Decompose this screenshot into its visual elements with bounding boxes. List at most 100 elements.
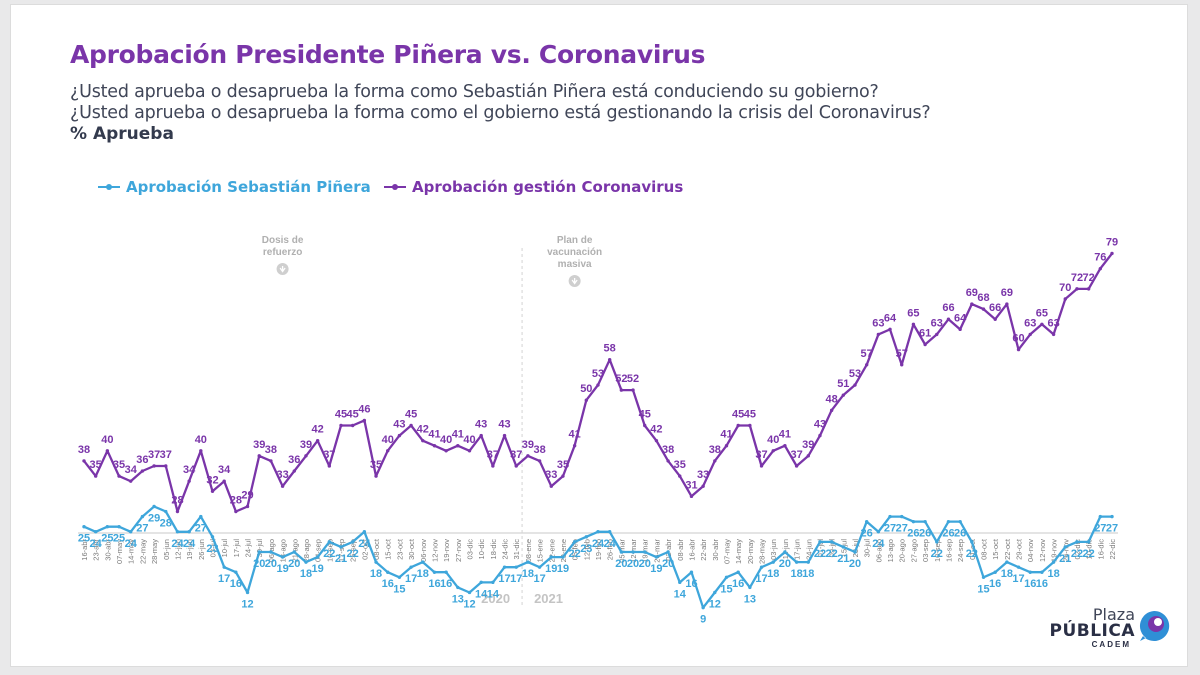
speech-bubble-icon: [1139, 610, 1170, 641]
x-tick-label: 19-nov: [1050, 539, 1059, 562]
data-point-coronavirus: [362, 418, 367, 423]
x-tick-label: 29-oct: [1015, 538, 1024, 560]
data-label-pinera: 25: [113, 533, 125, 545]
data-label-coronavirus: 37: [323, 449, 335, 461]
data-point-pinera: [993, 570, 997, 574]
data-label-pinera: 17: [755, 573, 767, 585]
data-label-pinera: 28: [160, 518, 172, 530]
data-point-pinera: [794, 560, 799, 564]
data-label-pinera: 16: [440, 578, 452, 590]
data-label-coronavirus: 41: [720, 429, 732, 441]
data-label-coronavirus: 38: [662, 444, 674, 456]
data-label-pinera: 16: [230, 578, 242, 590]
x-tick-label: 26-feb: [606, 539, 615, 560]
data-label-pinera: 15: [393, 583, 405, 595]
x-tick-label: 28-may: [758, 539, 767, 564]
data-point-coronavirus: [1075, 287, 1079, 291]
data-point-pinera: [421, 560, 425, 564]
data-label-pinera: 18: [1001, 568, 1013, 580]
data-label-pinera: 27: [136, 523, 148, 535]
data-point-pinera: [1016, 565, 1021, 569]
data-label-pinera: 20: [849, 558, 861, 570]
data-point-pinera: [724, 575, 729, 579]
data-point-pinera: [164, 509, 168, 514]
data-point-coronavirus: [724, 444, 729, 448]
data-label-pinera: 21: [335, 553, 347, 565]
data-label-coronavirus: 57: [861, 348, 873, 360]
data-point-pinera: [584, 535, 589, 539]
data-label-coronavirus: 28: [171, 495, 183, 507]
data-label-pinera: 19: [545, 563, 557, 575]
data-label-pinera: 29: [148, 512, 160, 524]
data-label-coronavirus: 53: [849, 368, 861, 380]
data-label-coronavirus: 64: [884, 312, 897, 324]
x-tick-label: 22-dic: [1108, 539, 1117, 560]
x-tick-label: 10-jul: [220, 539, 229, 558]
data-point-pinera: [467, 590, 472, 595]
data-point-pinera: [958, 519, 962, 524]
data-point-coronavirus: [105, 449, 110, 453]
data-point-pinera: [199, 514, 203, 519]
x-tick-label: 30-jul: [255, 539, 264, 558]
data-label-pinera: 20: [253, 558, 265, 570]
data-label-coronavirus: 52: [627, 373, 639, 385]
x-tick-label: 03-sep: [921, 539, 930, 562]
data-point-coronavirus: [502, 433, 507, 438]
x-tick-label: 15-oct: [991, 538, 1000, 560]
data-point-pinera: [129, 530, 133, 534]
data-point-coronavirus: [421, 438, 425, 443]
data-point-coronavirus: [701, 484, 705, 488]
data-label-coronavirus: 35: [557, 459, 569, 471]
x-tick-label: 16-dic: [1096, 539, 1105, 560]
logo-text-publica: PÚBLICA: [1049, 621, 1135, 641]
annotation-arrow-glyph: [571, 278, 578, 285]
data-point-pinera: [713, 590, 717, 595]
data-label-pinera: 18: [1047, 568, 1059, 580]
data-point-pinera: [327, 540, 332, 544]
data-point-coronavirus: [935, 332, 939, 337]
data-label-coronavirus: 40: [382, 434, 394, 446]
data-point-coronavirus: [210, 489, 215, 493]
data-point-pinera: [117, 525, 121, 529]
data-label-pinera: 22: [1083, 548, 1095, 560]
data-point-coronavirus: [514, 464, 518, 468]
data-label-coronavirus: 46: [358, 403, 370, 415]
chart-title: Aprobación Presidente Piñera vs. Coronav…: [70, 40, 706, 69]
data-point-pinera: [93, 530, 98, 534]
data-point-coronavirus: [666, 459, 670, 463]
x-tick-label: 16-abr: [80, 539, 89, 561]
x-tick-label: 15-ene: [536, 539, 545, 562]
data-label-coronavirus: 35: [90, 459, 102, 471]
x-tick-label: 23-oct: [395, 538, 404, 560]
x-tick-label: 19-nov: [442, 539, 451, 562]
x-tick-label: 03-jul: [209, 539, 218, 558]
data-label-coronavirus: 33: [545, 469, 557, 481]
data-label-pinera: 18: [767, 568, 779, 580]
data-point-coronavirus: [1086, 287, 1091, 291]
data-point-pinera: [829, 540, 834, 544]
data-label-pinera: 27: [884, 523, 896, 535]
data-label-pinera: 20: [639, 558, 651, 570]
data-label-coronavirus: 45: [405, 409, 417, 421]
data-label-coronavirus: 43: [475, 419, 487, 431]
data-label-pinera: 20: [779, 558, 791, 570]
x-tick-label: 08-ene: [524, 539, 533, 562]
data-label-pinera: 26: [907, 528, 919, 540]
data-point-coronavirus: [491, 464, 495, 468]
x-tick-label: 28-may: [150, 539, 159, 564]
data-label-coronavirus: 45: [347, 409, 359, 421]
data-label-pinera: 27: [1106, 523, 1118, 535]
slide-card: [10, 4, 1188, 667]
data-label-coronavirus: 41: [569, 429, 581, 441]
data-point-pinera: [456, 585, 460, 590]
data-point-coronavirus: [572, 444, 577, 448]
x-tick-label: 02-oct: [360, 538, 369, 560]
x-tick-label: 20-ago: [898, 539, 907, 562]
x-tick-label: 29-ene: [559, 539, 568, 562]
data-label-coronavirus: 53: [592, 368, 604, 380]
data-label-pinera: 17: [533, 573, 545, 585]
data-label-pinera: 21: [837, 553, 849, 565]
data-point-coronavirus: [1040, 322, 1044, 326]
data-label-pinera: 25: [78, 533, 90, 545]
